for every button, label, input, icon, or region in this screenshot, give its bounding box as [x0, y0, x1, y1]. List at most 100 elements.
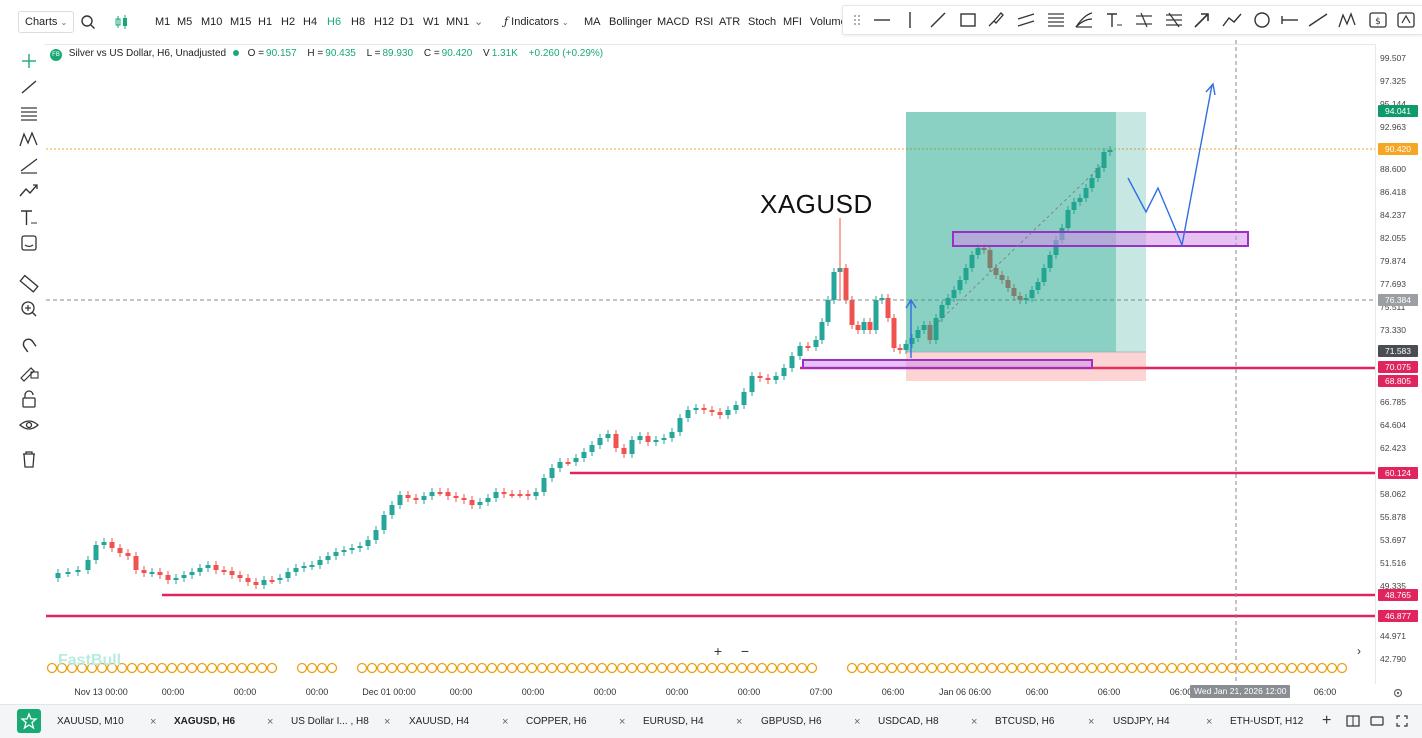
economic-event-icon: [896, 662, 908, 674]
price-label-icon[interactable]: $: [1367, 10, 1389, 30]
economic-event-icon: [86, 662, 98, 674]
charts-dropdown[interactable]: Charts ⌄: [18, 11, 75, 33]
zoom-in-button[interactable]: +: [713, 643, 723, 659]
timeframe-w1[interactable]: W1: [423, 16, 440, 28]
candle-body: [725, 410, 731, 415]
symbol-tab[interactable]: USDCAD, H8: [878, 716, 939, 727]
settings-icon[interactable]: [1392, 686, 1404, 704]
indicator-bollinger[interactable]: Bollinger: [609, 16, 652, 28]
close-tab-icon[interactable]: ×: [502, 716, 509, 728]
text-tool-icon[interactable]: [16, 206, 42, 228]
symbol-tab[interactable]: COPPER, H6: [526, 716, 587, 727]
polyline-icon[interactable]: [1221, 10, 1243, 30]
fib-retracement-icon[interactable]: [1045, 10, 1067, 30]
symbol-tab[interactable]: XAUUSD, M10: [57, 716, 124, 727]
close-tab-icon[interactable]: ×: [267, 716, 274, 728]
close-tab-icon[interactable]: ×: [384, 716, 391, 728]
projection-tool-icon[interactable]: [16, 154, 42, 176]
favorites-star-icon[interactable]: [17, 709, 41, 733]
indicator-atr[interactable]: ATR: [719, 16, 741, 28]
trend-line-icon[interactable]: [927, 10, 949, 30]
arrow-icon[interactable]: [1191, 10, 1213, 30]
timeframe-more-icon[interactable]: ⌄: [474, 16, 484, 28]
time-axis[interactable]: Nov 13 00:00 00:00 00:00 00:00 Dec 01 00:00 0…: [44, 683, 1375, 701]
time-tick-label: 06:00: [1169, 687, 1193, 697]
close-tab-icon[interactable]: ×: [1088, 716, 1095, 728]
close-tab-icon[interactable]: ×: [619, 716, 626, 728]
ruler-icon[interactable]: [16, 272, 42, 294]
indicator-mfi[interactable]: MFI: [783, 16, 802, 28]
indicators-dropdown[interactable]: ƒ Indicators ⌄: [504, 12, 569, 32]
timeframe-m10[interactable]: M10: [201, 16, 223, 28]
circle-icon[interactable]: [1251, 10, 1273, 30]
horizontal-line-icon[interactable]: [871, 10, 893, 30]
indicator-ma[interactable]: MA: [584, 16, 601, 28]
trash-icon[interactable]: [16, 448, 42, 470]
parallel-channel-icon[interactable]: [1015, 10, 1037, 30]
symbol-tab[interactable]: US Dollar I... , H8: [291, 716, 369, 727]
emoji-tool-icon[interactable]: [16, 232, 42, 254]
brush-icon[interactable]: [985, 10, 1007, 30]
line-tool-icon[interactable]: [16, 76, 42, 98]
magnet-icon[interactable]: [16, 334, 42, 356]
search-icon[interactable]: [80, 12, 96, 32]
indicator-macd[interactable]: MACD: [657, 16, 690, 28]
close-tab-icon[interactable]: ×: [736, 716, 743, 728]
timeframe-h12[interactable]: H12: [374, 16, 395, 28]
candle-body: [645, 436, 651, 442]
candlestick-type-icon[interactable]: [114, 12, 130, 32]
indicator-stoch[interactable]: Stoch: [748, 16, 777, 28]
crosshair-icon[interactable]: [16, 50, 42, 72]
symbol-tab[interactable]: EURUSD, H4: [643, 716, 704, 727]
scroll-right-icon[interactable]: ›: [1357, 644, 1361, 658]
symbol-tab[interactable]: USDJPY, H4: [1113, 716, 1170, 727]
close-tab-icon[interactable]: ×: [1206, 716, 1213, 728]
indicator-volume[interactable]: Volume: [810, 16, 847, 28]
ray-icon[interactable]: [1279, 10, 1301, 30]
timeframe-h6[interactable]: H6: [327, 16, 342, 28]
timeframe-h4[interactable]: H4: [303, 16, 318, 28]
price-axis[interactable]: 99.507 97.325 95.144 92.963 88.600 86.418 84.2…: [1375, 44, 1422, 684]
pattern-icon[interactable]: [1337, 10, 1359, 30]
symbol-tab[interactable]: XAUUSD, H4: [409, 716, 470, 727]
zoom-in-icon[interactable]: [16, 298, 42, 320]
extended-line-icon[interactable]: [1307, 10, 1329, 30]
timeframe-h8[interactable]: H8: [351, 16, 366, 28]
timeframe-h1[interactable]: H1: [258, 16, 273, 28]
window-icon[interactable]: [1370, 714, 1384, 733]
drag-handle-icon[interactable]: [849, 10, 871, 30]
chart-annotation-label[interactable]: XAGUSD: [760, 189, 873, 219]
layout-icon[interactable]: [1346, 714, 1360, 733]
rectangle-icon[interactable]: [957, 10, 979, 30]
draw-lock-icon[interactable]: [16, 360, 42, 382]
timeframe-mn1[interactable]: MN1: [446, 16, 470, 28]
vertical-line-icon[interactable]: [899, 10, 921, 30]
fib-tool-icon[interactable]: [16, 102, 42, 124]
lock-icon[interactable]: [16, 388, 42, 410]
close-tab-icon[interactable]: ×: [854, 716, 861, 728]
pattern-tool-icon[interactable]: [16, 128, 42, 150]
symbol-tab[interactable]: XAGUSD, H6: [174, 716, 236, 727]
zoom-out-button[interactable]: −: [740, 643, 750, 659]
timeframe-h2[interactable]: H2: [281, 16, 296, 28]
close-tab-icon[interactable]: ×: [150, 716, 157, 728]
pitchfork-icon[interactable]: [1133, 10, 1155, 30]
measure-icon[interactable]: [1395, 10, 1417, 30]
price-chart[interactable]: [0, 0, 1375, 683]
close-tab-icon[interactable]: ×: [971, 716, 978, 728]
timeframe-m5[interactable]: M5: [177, 16, 193, 28]
forecast-tool-icon[interactable]: [16, 180, 42, 202]
fullscreen-icon[interactable]: [1395, 714, 1409, 733]
fib-fan-icon[interactable]: [1073, 10, 1095, 30]
symbol-tab[interactable]: GBPUSD, H6: [761, 716, 822, 727]
timeframe-d1[interactable]: D1: [400, 16, 415, 28]
timeframe-m15[interactable]: M15: [230, 16, 252, 28]
symbol-tab[interactable]: ETH-USDT, H12: [1230, 716, 1304, 727]
timeframe-m1[interactable]: M1: [155, 16, 171, 28]
indicator-rsi[interactable]: RSI: [695, 16, 714, 28]
text-tool-icon[interactable]: [1103, 10, 1125, 30]
eye-icon[interactable]: [16, 414, 42, 436]
gann-box-icon[interactable]: [1163, 10, 1185, 30]
symbol-tab[interactable]: BTCUSD, H6: [995, 716, 1055, 727]
add-tab-icon[interactable]: +: [1322, 712, 1332, 729]
